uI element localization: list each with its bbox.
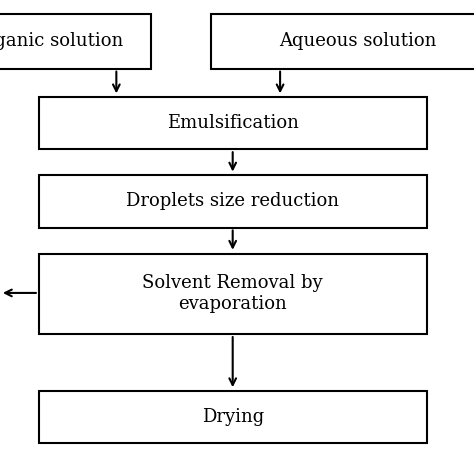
Text: Organic solution: Organic solution <box>0 33 124 50</box>
FancyBboxPatch shape <box>39 254 427 334</box>
FancyBboxPatch shape <box>39 391 427 443</box>
Text: Emulsification: Emulsification <box>167 114 299 132</box>
FancyBboxPatch shape <box>0 14 151 69</box>
Text: Droplets size reduction: Droplets size reduction <box>126 192 339 210</box>
Text: Solvent Removal by
evaporation: Solvent Removal by evaporation <box>142 274 323 313</box>
Text: Aqueous solution: Aqueous solution <box>279 33 437 50</box>
FancyBboxPatch shape <box>39 175 427 228</box>
FancyBboxPatch shape <box>211 14 474 69</box>
FancyBboxPatch shape <box>39 97 427 149</box>
Text: Drying: Drying <box>201 408 264 426</box>
